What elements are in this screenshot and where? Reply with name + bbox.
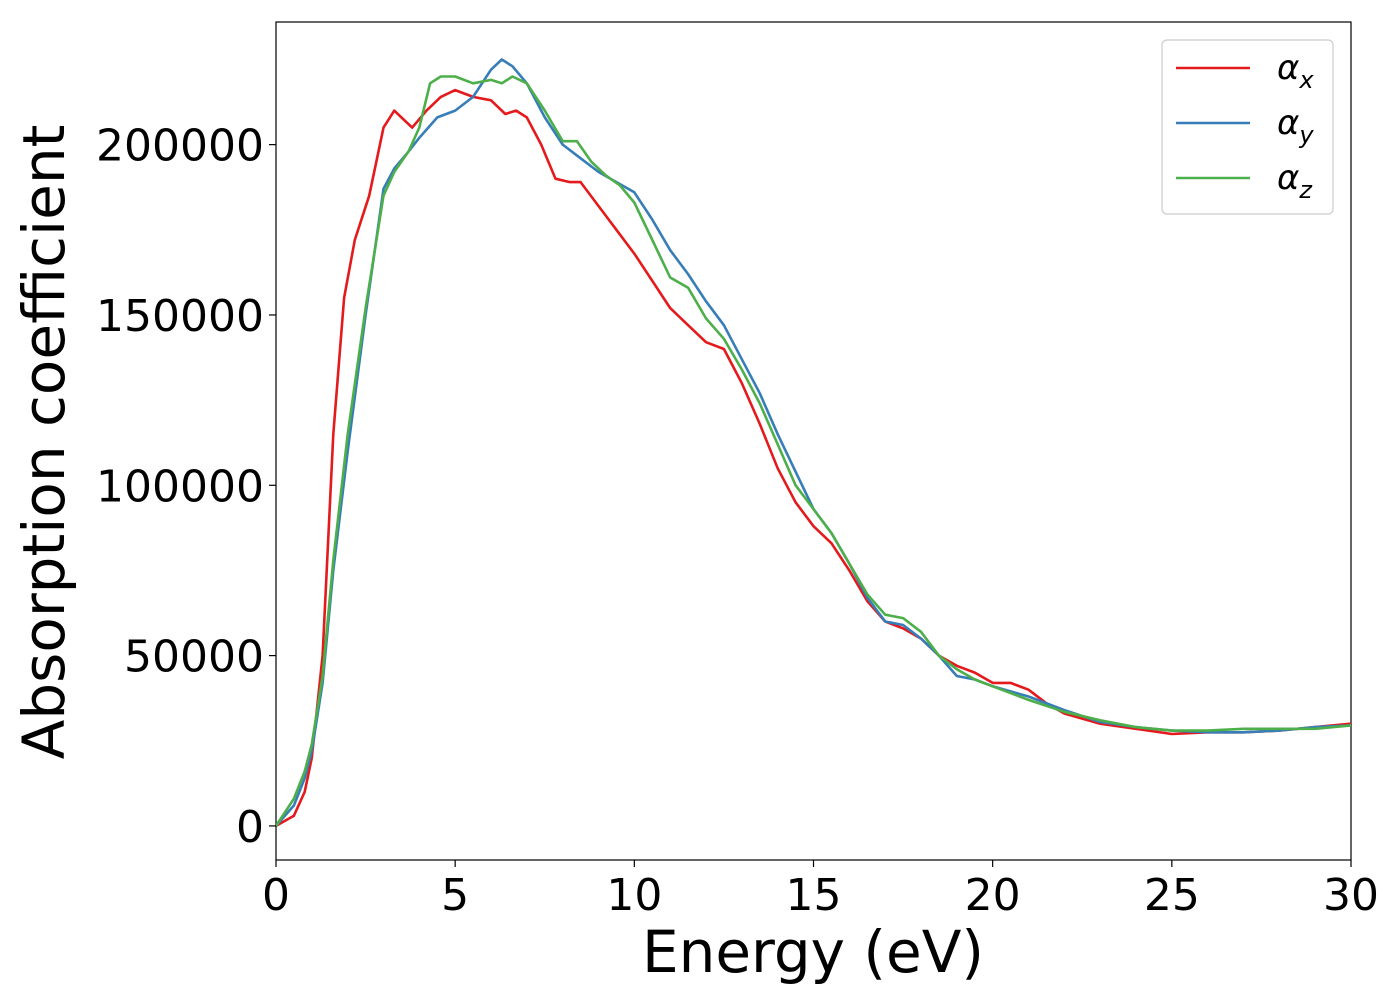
y-tick-label: 50000 xyxy=(124,632,264,683)
series-line-alpha-z xyxy=(276,75,1351,827)
ticks-layer: 0 5 10 15 20 25 30 0 50000 100000 150000 200000 xyxy=(96,121,1379,921)
legend-subscript: x xyxy=(1298,66,1314,94)
series-line-alpha-y xyxy=(276,58,1351,827)
y-tick-label: 200000 xyxy=(96,121,264,172)
legend-symbol: α xyxy=(1277,48,1299,88)
x-axis-title: Energy (eV) xyxy=(642,918,984,986)
series-layer xyxy=(276,58,1351,828)
y-tick-label: 0 xyxy=(236,802,264,853)
legend-subscript: y xyxy=(1298,121,1314,149)
x-tick-label: 10 xyxy=(606,870,662,921)
x-tick-label: 25 xyxy=(1144,870,1200,921)
y-axis-title: Absorption coefficient xyxy=(10,125,78,760)
x-tick-label: 5 xyxy=(441,870,469,921)
legend-symbol: α xyxy=(1277,103,1299,143)
y-tick-label: 100000 xyxy=(96,461,264,512)
legend-box xyxy=(1161,39,1334,215)
x-tick-label: 15 xyxy=(786,870,842,921)
legend-label: αz xyxy=(1277,158,1313,204)
legend-symbol: α xyxy=(1277,158,1299,198)
x-tick-label: 0 xyxy=(262,870,290,921)
legend-subscript: z xyxy=(1298,176,1313,204)
y-tick-label: 150000 xyxy=(96,291,264,342)
x-tick-label: 20 xyxy=(965,870,1021,921)
legend-label: αx xyxy=(1277,48,1314,94)
x-tick-label: 30 xyxy=(1323,870,1379,921)
series-line-alpha-x xyxy=(276,88,1351,828)
legend-label: αy xyxy=(1277,103,1314,149)
